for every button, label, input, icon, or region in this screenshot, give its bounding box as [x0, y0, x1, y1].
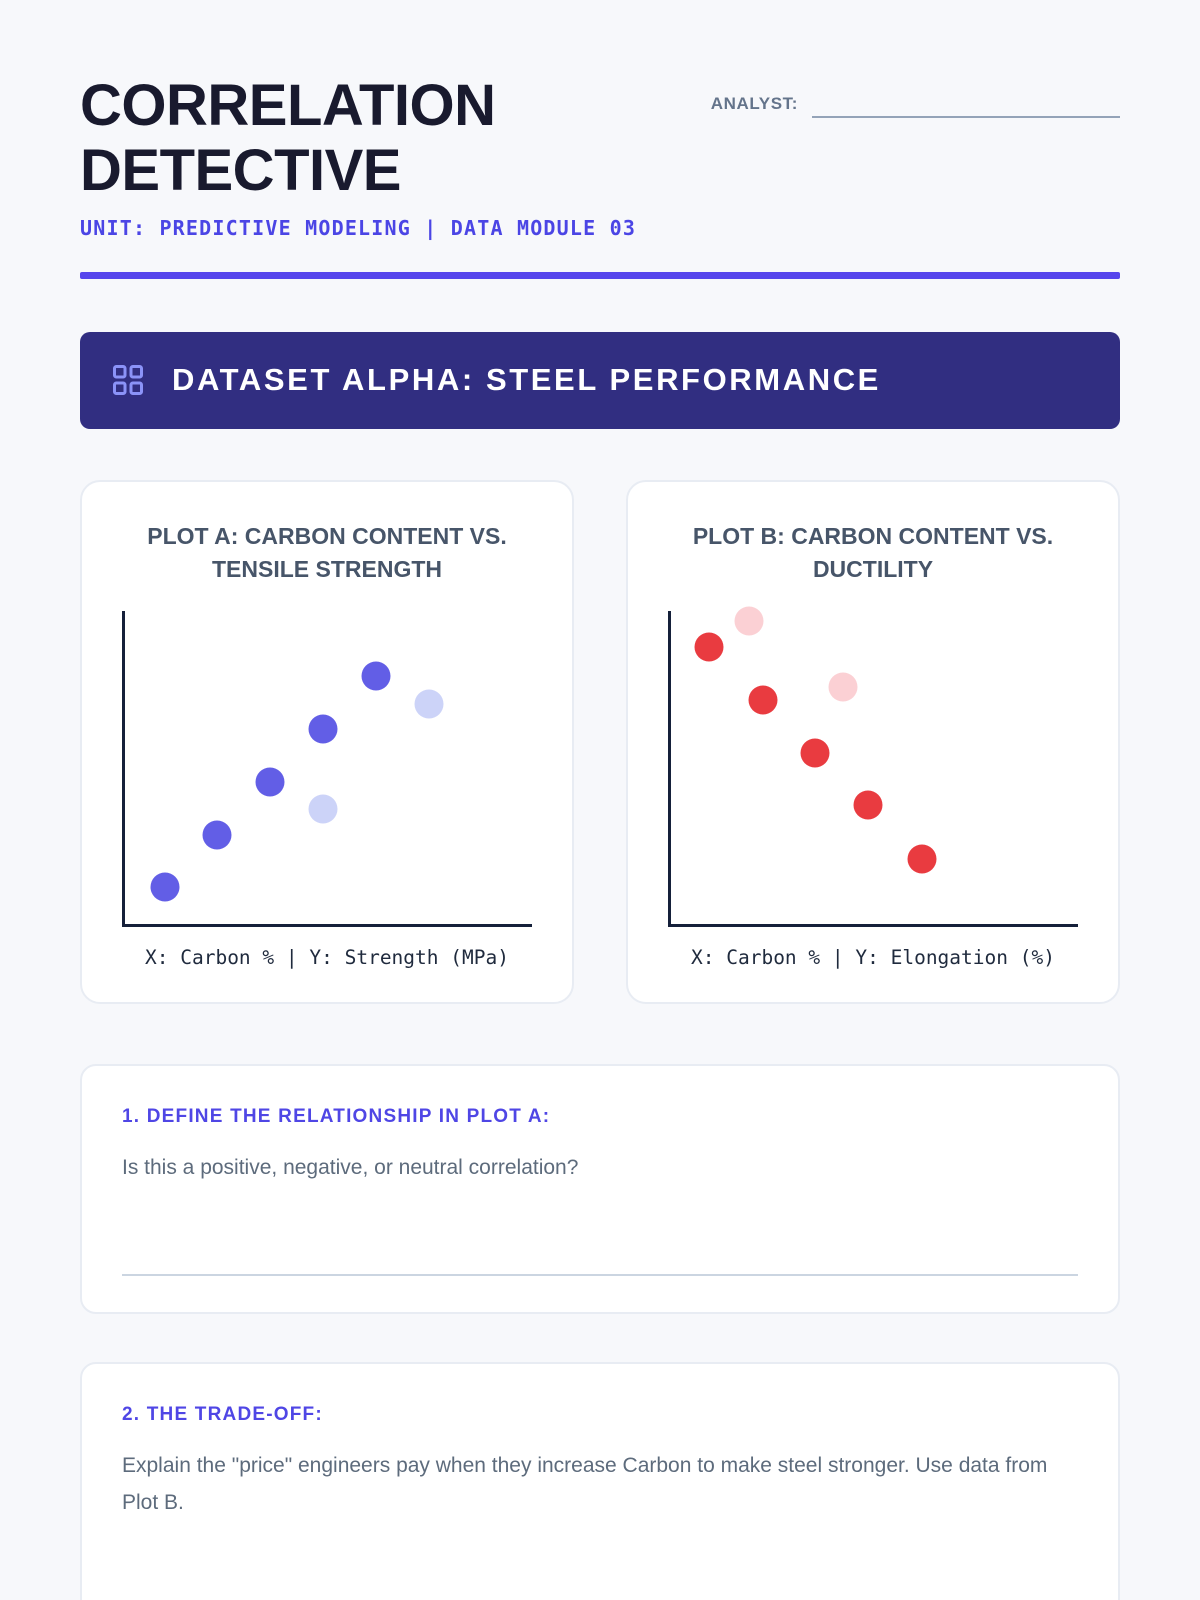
question-2-body: Explain the "price" engineers pay when t… [122, 1453, 1048, 1515]
content-column: CORRELATION DETECTIVE UNIT: PREDICTIVE M… [80, 0, 1120, 1600]
header: CORRELATION DETECTIVE UNIT: PREDICTIVE M… [80, 73, 1120, 240]
question-1-heading: 1. DEFINE THE RELATIONSHIP IN PLOT A: [122, 1105, 551, 1127]
scatter-point [748, 685, 778, 715]
plot-b-title-line2: DUCTILITY [812, 555, 934, 582]
section-divider [80, 271, 1120, 279]
grid-icon [113, 365, 143, 396]
scatter-point [361, 661, 391, 691]
question-1-body: Is this a positive, negative, or neutral… [122, 1155, 579, 1179]
scatter-point [202, 820, 232, 850]
scatter-point [907, 844, 937, 874]
title-block: CORRELATION DETECTIVE UNIT: PREDICTIVE M… [80, 73, 640, 240]
plot-b-card: PLOT B: CARBON CONTENT VS. DUCTILITY X: … [626, 479, 1120, 1004]
plot-a-title: PLOT A: CARBON CONTENT VS. TENSILE STREN… [122, 520, 532, 585]
scatter-point [828, 672, 858, 702]
analyst-block: ANALYST: [711, 90, 1120, 118]
section-title: DATASET ALPHA: STEEL PERFORMANCE [172, 362, 881, 398]
plot-b-canvas [668, 606, 1078, 928]
plot-b-axis-caption: X: Carbon % | Y: Elongation (%) [691, 946, 1055, 970]
question-2-heading: 2. THE TRADE-OFF: [122, 1403, 323, 1425]
unit-subtitle: UNIT: PREDICTIVE MODELING | DATA MODULE … [80, 215, 637, 240]
page-title: CORRELATION DETECTIVE [80, 73, 496, 203]
plot-b-title: PLOT B: CARBON CONTENT VS. DUCTILITY [668, 520, 1078, 585]
analyst-label: ANALYST: [710, 94, 798, 113]
scatter-point [800, 738, 830, 768]
plot-a-title-line1: PLOT A: CARBON CONTENT VS. [147, 522, 507, 549]
plot-a-card: PLOT A: CARBON CONTENT VS. TENSILE STREN… [80, 479, 574, 1004]
question-2-card: 2. THE TRADE-OFF: Explain the "price" en… [80, 1361, 1120, 1600]
scatter-point [308, 714, 338, 744]
scatter-point [150, 872, 180, 902]
scatter-point [255, 767, 285, 797]
plot-a-canvas [122, 611, 532, 928]
section-banner: DATASET ALPHA: STEEL PERFORMANCE [80, 331, 1120, 429]
scatter-point [694, 632, 724, 662]
plot-a-title-line2: TENSILE STRENGTH [211, 555, 442, 582]
plot-a-axis-caption: X: Carbon % | Y: Strength (MPa) [145, 946, 509, 970]
plots-row: PLOT A: CARBON CONTENT VS. TENSILE STREN… [80, 479, 1120, 1004]
scatter-point [853, 790, 883, 820]
analyst-input-line[interactable] [812, 90, 1120, 118]
scatter-point [414, 689, 444, 719]
plot-b-title-line1: PLOT B: CARBON CONTENT VS. [692, 522, 1054, 549]
scatter-point [734, 606, 764, 636]
question-1-answer-line[interactable] [122, 1273, 1078, 1276]
scatter-point [308, 794, 338, 824]
question-1-card: 1. DEFINE THE RELATIONSHIP IN PLOT A: Is… [80, 1063, 1120, 1314]
